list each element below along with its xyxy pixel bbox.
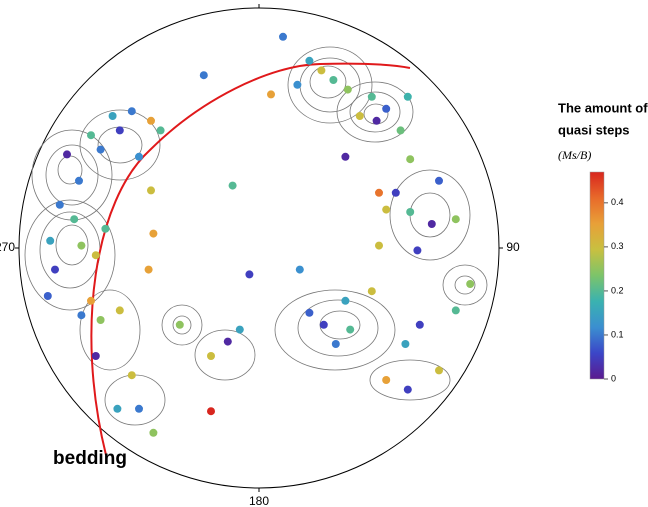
data-point: [149, 229, 158, 238]
data-point: [382, 104, 391, 113]
data-point: [435, 176, 443, 185]
data-point: [305, 56, 314, 65]
data-point: [406, 155, 415, 164]
data-point: [96, 145, 105, 154]
data-point: [341, 296, 350, 305]
colorbar-title: The amount of: [558, 100, 648, 115]
data-point: [245, 270, 254, 279]
data-point: [293, 80, 302, 89]
colorbar: [589, 171, 605, 380]
data-point: [127, 371, 136, 380]
data-point: [77, 311, 86, 320]
data-point: [413, 246, 422, 255]
data-point: [372, 116, 381, 125]
data-point: [343, 85, 352, 94]
data-point: [415, 320, 424, 329]
colorbar-title: quasi steps: [558, 122, 630, 137]
data-point: [101, 224, 110, 233]
data-point: [451, 215, 460, 224]
data-point: [207, 407, 215, 416]
data-point: [147, 186, 155, 195]
net-circle: [18, 7, 500, 489]
data-point: [51, 265, 59, 274]
data-point: [87, 296, 95, 305]
data-point: [77, 241, 86, 250]
data-point: [115, 306, 124, 315]
data-point: [401, 340, 410, 348]
data-point: [382, 376, 391, 384]
data-point: [199, 71, 208, 80]
angle-tick-label: 180: [249, 494, 269, 507]
data-point: [406, 208, 415, 216]
data-point: [135, 404, 143, 413]
data-point: [319, 320, 328, 329]
data-point: [279, 32, 287, 41]
data-layer: 09018027000.10.20.30.4: [0, 0, 624, 507]
data-point: [466, 280, 475, 288]
data-point: [331, 340, 340, 348]
data-point: [427, 220, 436, 228]
data-point: [391, 188, 400, 197]
data-point: [91, 251, 100, 260]
data-point: [382, 205, 391, 214]
data-point: [367, 92, 376, 101]
data-point: [113, 404, 122, 413]
data-point: [329, 76, 338, 84]
angle-tick-label: 270: [0, 240, 15, 254]
data-point: [207, 352, 215, 360]
data-point: [43, 292, 52, 300]
colorbar-tick-label: 0.1: [611, 329, 624, 339]
data-point: [96, 316, 105, 324]
data-point: [223, 337, 232, 346]
data-point: [355, 112, 364, 120]
bedding-great-circle: [90, 62, 411, 456]
data-point: [108, 112, 117, 120]
data-point: [295, 265, 304, 274]
data-point: [375, 188, 383, 197]
data-point: [403, 385, 412, 394]
data-point: [235, 325, 244, 334]
data-point: [63, 150, 71, 159]
data-point: [127, 107, 136, 116]
data-point: [341, 152, 350, 161]
data-point: [435, 366, 443, 375]
data-point: [403, 92, 412, 101]
data-point: [115, 126, 124, 135]
data-point: [75, 176, 83, 185]
data-point: [156, 126, 165, 135]
colorbar-tick-label: 0.2: [611, 285, 624, 295]
data-point: [149, 428, 158, 437]
data-point: [70, 215, 79, 224]
data-point: [375, 241, 383, 250]
data-point: [346, 325, 355, 334]
data-point: [91, 352, 100, 360]
data-point: [317, 66, 326, 75]
data-point: [135, 152, 143, 161]
data-point: [267, 90, 275, 99]
data-point: [46, 236, 55, 245]
data-point: [175, 320, 184, 329]
annotation: bedding: [53, 448, 127, 469]
angle-tick-label: 90: [506, 240, 520, 254]
data-point: [144, 265, 153, 274]
data-point: [147, 116, 155, 125]
colorbar-tick-label: 0.3: [611, 241, 624, 251]
data-point: [396, 126, 405, 135]
colorbar-unit: (Ms/B): [558, 148, 591, 162]
data-point: [451, 306, 460, 315]
colorbar-tick-label: 0: [611, 373, 616, 383]
colorbar-tick-label: 0.4: [611, 197, 624, 207]
data-point: [55, 200, 64, 209]
data-point: [367, 287, 376, 296]
data-point: [228, 181, 237, 190]
data-point: [305, 308, 314, 317]
data-point: [87, 131, 95, 140]
density-contours: [24, 46, 488, 426]
